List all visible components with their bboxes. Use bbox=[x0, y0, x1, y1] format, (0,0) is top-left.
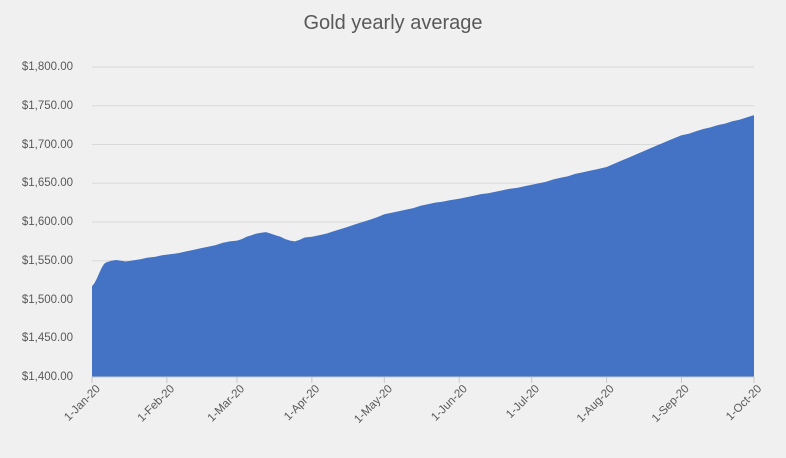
y-axis-label: $1,800.00 bbox=[21, 61, 73, 73]
y-axis-label: $1,650.00 bbox=[21, 177, 73, 190]
y-axis-label: $1,400.00 bbox=[21, 371, 73, 383]
chart-title: Gold yearly average bbox=[303, 12, 483, 34]
y-axis-label: $1,750.00 bbox=[21, 99, 73, 112]
area-series-gold bbox=[92, 115, 754, 377]
y-axis-label: $1,700.00 bbox=[21, 138, 73, 151]
y-axis-label: $1,450.00 bbox=[21, 332, 73, 345]
y-axis-label: $1,500.00 bbox=[21, 293, 73, 306]
y-axis-label: $1,550.00 bbox=[21, 254, 73, 267]
y-axis-label: $1,600.00 bbox=[21, 216, 73, 228]
